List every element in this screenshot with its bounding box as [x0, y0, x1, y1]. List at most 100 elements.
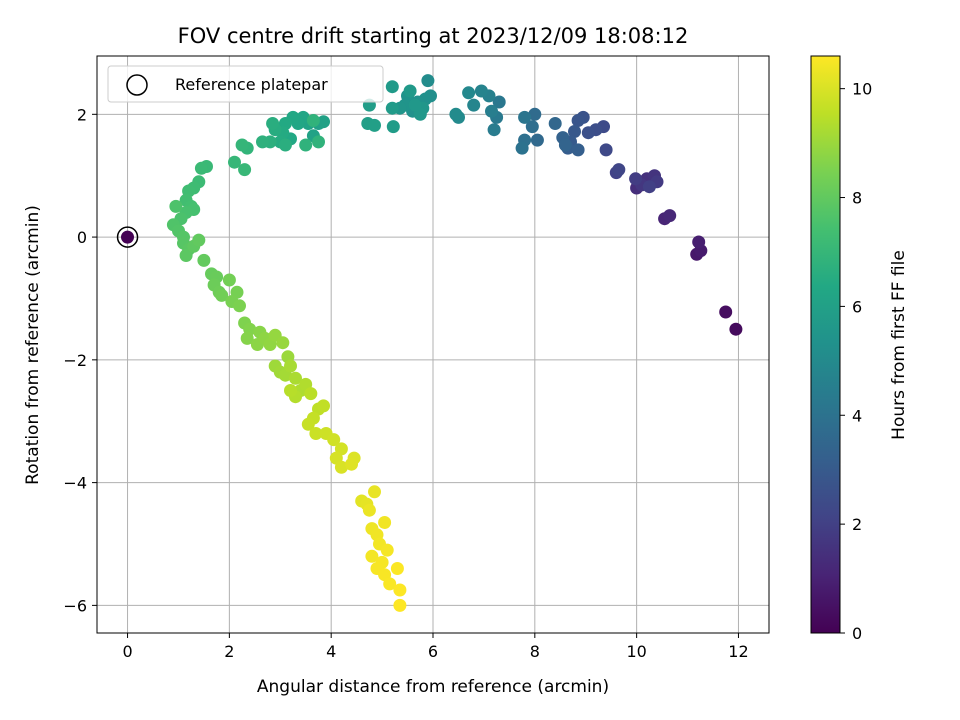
data-point [462, 86, 476, 100]
data-point [581, 126, 595, 140]
data-point [368, 118, 381, 132]
data-point [530, 133, 544, 147]
data-point [215, 288, 229, 302]
data-point [403, 84, 417, 98]
data-point [515, 141, 529, 155]
x-tick-label: 4 [326, 642, 336, 661]
data-point [362, 503, 376, 517]
data-point [568, 125, 581, 138]
colorbar-ticks: 0 2 4 6 8 10 [840, 80, 872, 643]
data-point [194, 161, 208, 175]
data-point [317, 399, 330, 413]
y-axis-ticks: −6 −4 −2 0 2 [63, 105, 97, 615]
data-point [548, 117, 562, 130]
colorbar-tick-label: 6 [852, 297, 862, 316]
data-point [408, 98, 422, 112]
colorbar-tick-label: 10 [852, 80, 872, 99]
data-point [284, 384, 297, 397]
data-point [304, 387, 318, 401]
y-tick-label: 2 [77, 105, 87, 124]
data-point [228, 155, 241, 169]
data-point [629, 172, 643, 186]
legend-entry-reference-platepar: Reference platepar [175, 75, 328, 94]
colorbar-tick-label: 0 [852, 624, 862, 643]
data-point [487, 123, 501, 137]
x-tick-label: 12 [728, 642, 748, 661]
data-point [278, 138, 292, 152]
y-tick-label: −2 [63, 351, 87, 370]
data-point [368, 485, 381, 499]
x-axis-label: Angular distance from reference (arcmin) [257, 677, 609, 697]
data-point [266, 117, 280, 130]
data-point [276, 336, 290, 350]
data-point [393, 583, 407, 597]
x-tick-label: 8 [530, 642, 540, 661]
data-point [383, 577, 397, 591]
data-point [345, 457, 358, 471]
data-point [719, 305, 733, 319]
reference-marker [116, 226, 139, 248]
data-point [378, 516, 392, 529]
data-point [312, 135, 325, 149]
data-point [449, 107, 463, 121]
data-point [169, 199, 183, 213]
data-point [179, 249, 193, 262]
y-tick-label: −4 [63, 474, 87, 493]
chart-title: FOV centre drift starting at 2023/12/09 … [178, 24, 689, 48]
data-point [599, 143, 613, 157]
data-point [729, 322, 743, 336]
data-point [390, 562, 404, 575]
colorbar-label: Hours from first FF file [889, 250, 909, 440]
data-point [309, 427, 323, 440]
legend-marker-icon [126, 74, 148, 96]
data-point [327, 433, 341, 447]
data-point [525, 120, 539, 134]
data-point [571, 143, 585, 157]
data-point [642, 180, 656, 194]
data-point [192, 233, 206, 247]
x-tick-label: 2 [224, 642, 234, 661]
data-point [233, 299, 246, 313]
data-point [380, 543, 394, 557]
data-point [289, 371, 302, 385]
colorbar [810, 55, 841, 634]
data-point [121, 230, 134, 244]
grid-lines [97, 56, 769, 633]
data-point [393, 598, 407, 612]
data-point [528, 107, 542, 121]
legend: Reference platepar [107, 65, 384, 103]
data-point [385, 80, 399, 94]
x-axis-ticks: 0 2 4 6 8 10 12 [122, 633, 749, 661]
reference-platepar-marker [116, 226, 139, 248]
data-point [558, 138, 572, 152]
data-point [284, 359, 297, 373]
y-tick-label: 0 [77, 228, 87, 247]
data-point [334, 460, 348, 474]
data-point [492, 95, 506, 109]
data-point [222, 273, 236, 287]
y-axis-label: Rotation from reference (arcmin) [23, 205, 43, 485]
data-point [197, 253, 211, 267]
data-point [663, 209, 677, 223]
data-point [467, 98, 481, 112]
data-point [238, 163, 252, 177]
data-point [571, 114, 585, 127]
data-point [518, 110, 532, 124]
colorbar-tick-label: 4 [852, 406, 862, 425]
data-point [240, 331, 254, 345]
colorbar-tick-label: 2 [852, 515, 862, 534]
data-point [235, 138, 249, 152]
colorbar-tick-label: 8 [852, 189, 862, 208]
x-tick-label: 0 [122, 642, 132, 661]
data-point [385, 101, 399, 115]
data-point [474, 84, 488, 98]
legend-box [107, 65, 384, 103]
data-point [421, 74, 435, 88]
data-point [365, 549, 379, 563]
data-points [121, 74, 743, 612]
data-point [256, 135, 269, 149]
x-tick-label: 6 [428, 642, 438, 661]
data-point [299, 138, 313, 152]
data-point [612, 163, 626, 177]
